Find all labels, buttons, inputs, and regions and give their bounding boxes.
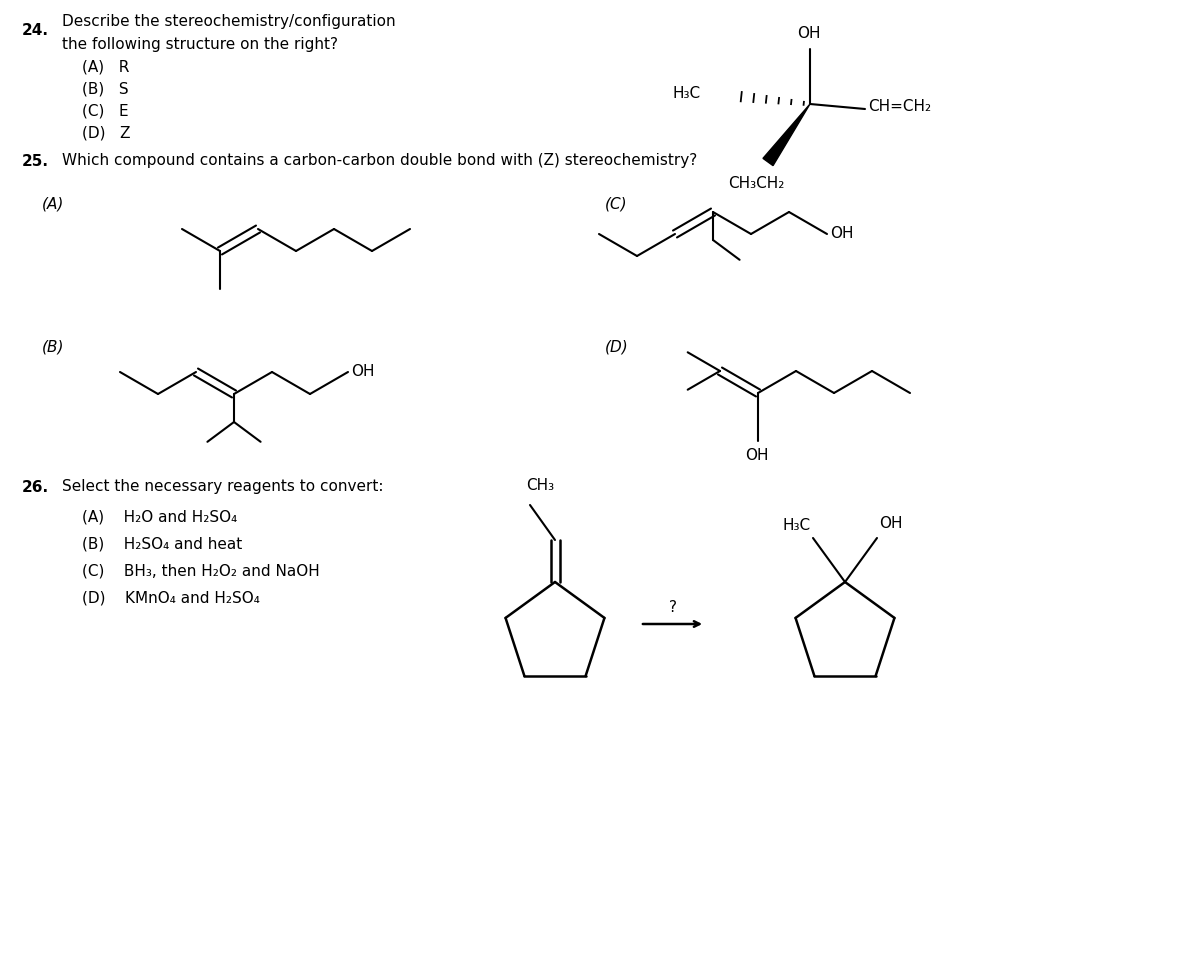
Text: (C): (C) <box>605 197 628 211</box>
Text: (D): (D) <box>605 339 629 355</box>
Text: H₃C: H₃C <box>782 517 811 533</box>
Text: (A): (A) <box>42 197 65 211</box>
Text: (A)   R: (A) R <box>82 59 130 75</box>
Text: (A)    H₂O and H₂SO₄: (A) H₂O and H₂SO₄ <box>82 510 238 524</box>
Text: CH=CH₂: CH=CH₂ <box>868 100 931 114</box>
Text: OH: OH <box>745 448 768 462</box>
Text: Select the necessary reagents to convert:: Select the necessary reagents to convert… <box>62 480 384 494</box>
Text: Describe the stereochemistry/configuration: Describe the stereochemistry/configurati… <box>62 15 396 29</box>
Text: (C)    BH₃, then H₂O₂ and NaOH: (C) BH₃, then H₂O₂ and NaOH <box>82 564 319 578</box>
Text: (B)   S: (B) S <box>82 81 128 97</box>
Text: (B): (B) <box>42 339 65 355</box>
Text: OH: OH <box>797 26 821 42</box>
Text: (C)   E: (C) E <box>82 104 128 118</box>
Text: OH: OH <box>830 227 853 241</box>
Text: CH₃CH₂: CH₃CH₂ <box>728 176 785 192</box>
Text: ?: ? <box>670 600 677 614</box>
Text: the following structure on the right?: the following structure on the right? <box>62 37 338 51</box>
Text: OH: OH <box>352 364 374 380</box>
Text: 24.: 24. <box>22 23 49 39</box>
Text: CH₃: CH₃ <box>526 478 554 492</box>
Text: 26.: 26. <box>22 480 49 494</box>
Text: OH: OH <box>878 516 902 532</box>
Text: Which compound contains a carbon-carbon double bond with (Z) stereochemistry?: Which compound contains a carbon-carbon … <box>62 153 697 169</box>
Text: (D)   Z: (D) Z <box>82 126 131 141</box>
Text: (B)    H₂SO₄ and heat: (B) H₂SO₄ and heat <box>82 537 242 551</box>
Text: H₃C: H₃C <box>672 86 700 102</box>
Polygon shape <box>763 104 810 166</box>
Text: (D)    KMnO₄ and H₂SO₄: (D) KMnO₄ and H₂SO₄ <box>82 590 260 606</box>
Text: 25.: 25. <box>22 153 49 169</box>
